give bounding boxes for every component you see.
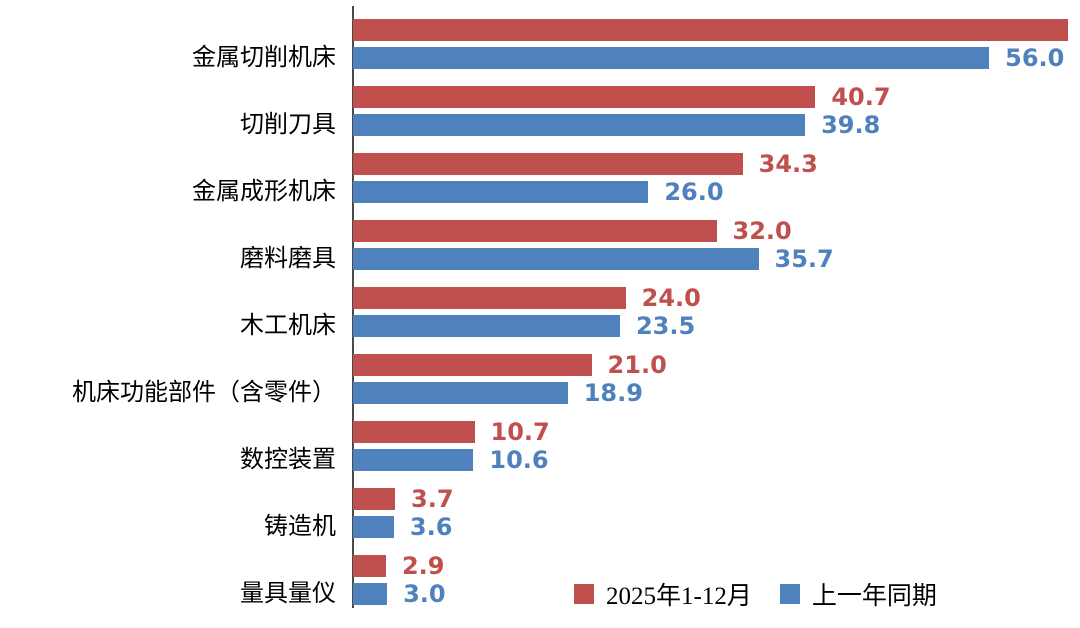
- value-label-current-period: 2.9: [401, 552, 445, 580]
- legend-swatch-current-period: [574, 584, 594, 604]
- bar-current-period: [353, 488, 396, 510]
- value-label-previous-period: 56.0: [1005, 44, 1065, 72]
- legend-swatch-previous-period: [779, 584, 800, 604]
- bar-previous-period: [353, 114, 806, 136]
- bar-current-period: [353, 421, 475, 443]
- value-label-previous-period: 23.5: [635, 312, 696, 340]
- category-label: 机床功能部件（含零件）: [72, 380, 336, 406]
- bar-current-period: [353, 354, 592, 376]
- value-label-current-period: 3.7: [411, 485, 454, 513]
- bar-previous-period: [353, 449, 474, 471]
- bar-current-period: [353, 86, 816, 108]
- value-label-previous-period: 18.9: [583, 379, 643, 407]
- category-label: 铸造机: [264, 514, 336, 540]
- value-label-previous-period: 35.7: [774, 245, 834, 273]
- value-label-previous-period: 10.6: [489, 446, 549, 474]
- bar-current-period: [353, 19, 1068, 41]
- legend: 2025年1-12月 上一年同期: [574, 576, 937, 612]
- value-label-previous-period: 3.6: [409, 513, 453, 541]
- bar-previous-period: [353, 315, 620, 337]
- value-label-current-period: 34.3: [758, 150, 818, 178]
- value-label-current-period: 32.0: [732, 217, 792, 245]
- value-label-current-period: 40.7: [831, 83, 891, 111]
- bar-previous-period: [353, 248, 759, 270]
- category-label: 数控装置: [240, 447, 336, 473]
- bar-previous-period: [353, 516, 394, 538]
- category-label: 金属切削机床: [192, 45, 336, 71]
- value-label-previous-period: 3.0: [403, 580, 446, 608]
- value-label-previous-period: 26.0: [664, 178, 724, 206]
- legend-label-current-period: 2025年1-12月: [606, 583, 752, 610]
- category-label: 量具量仪: [240, 581, 336, 607]
- bar-previous-period: [353, 47, 990, 69]
- bar-previous-period: [353, 382, 568, 404]
- value-label-previous-period: 39.8: [821, 111, 881, 139]
- bar-previous-period: [353, 583, 388, 605]
- category-label: 金属成形机床: [192, 179, 336, 205]
- bar-current-period: [353, 220, 717, 242]
- value-label-current-period: 21.0: [607, 351, 667, 379]
- bar-current-period: [353, 555, 386, 577]
- category-label: 切削刀具: [240, 112, 336, 138]
- bar-current-period: [353, 153, 743, 175]
- bar-current-period: [353, 287, 626, 309]
- category-label: 磨料磨具: [240, 246, 336, 272]
- value-label-current-period: 10.7: [490, 418, 550, 446]
- bar-previous-period: [353, 181, 649, 203]
- legend-label-previous-period: 上一年同期: [811, 583, 937, 610]
- value-label-current-period: 24.0: [641, 284, 701, 312]
- category-label: 木工机床: [240, 313, 336, 339]
